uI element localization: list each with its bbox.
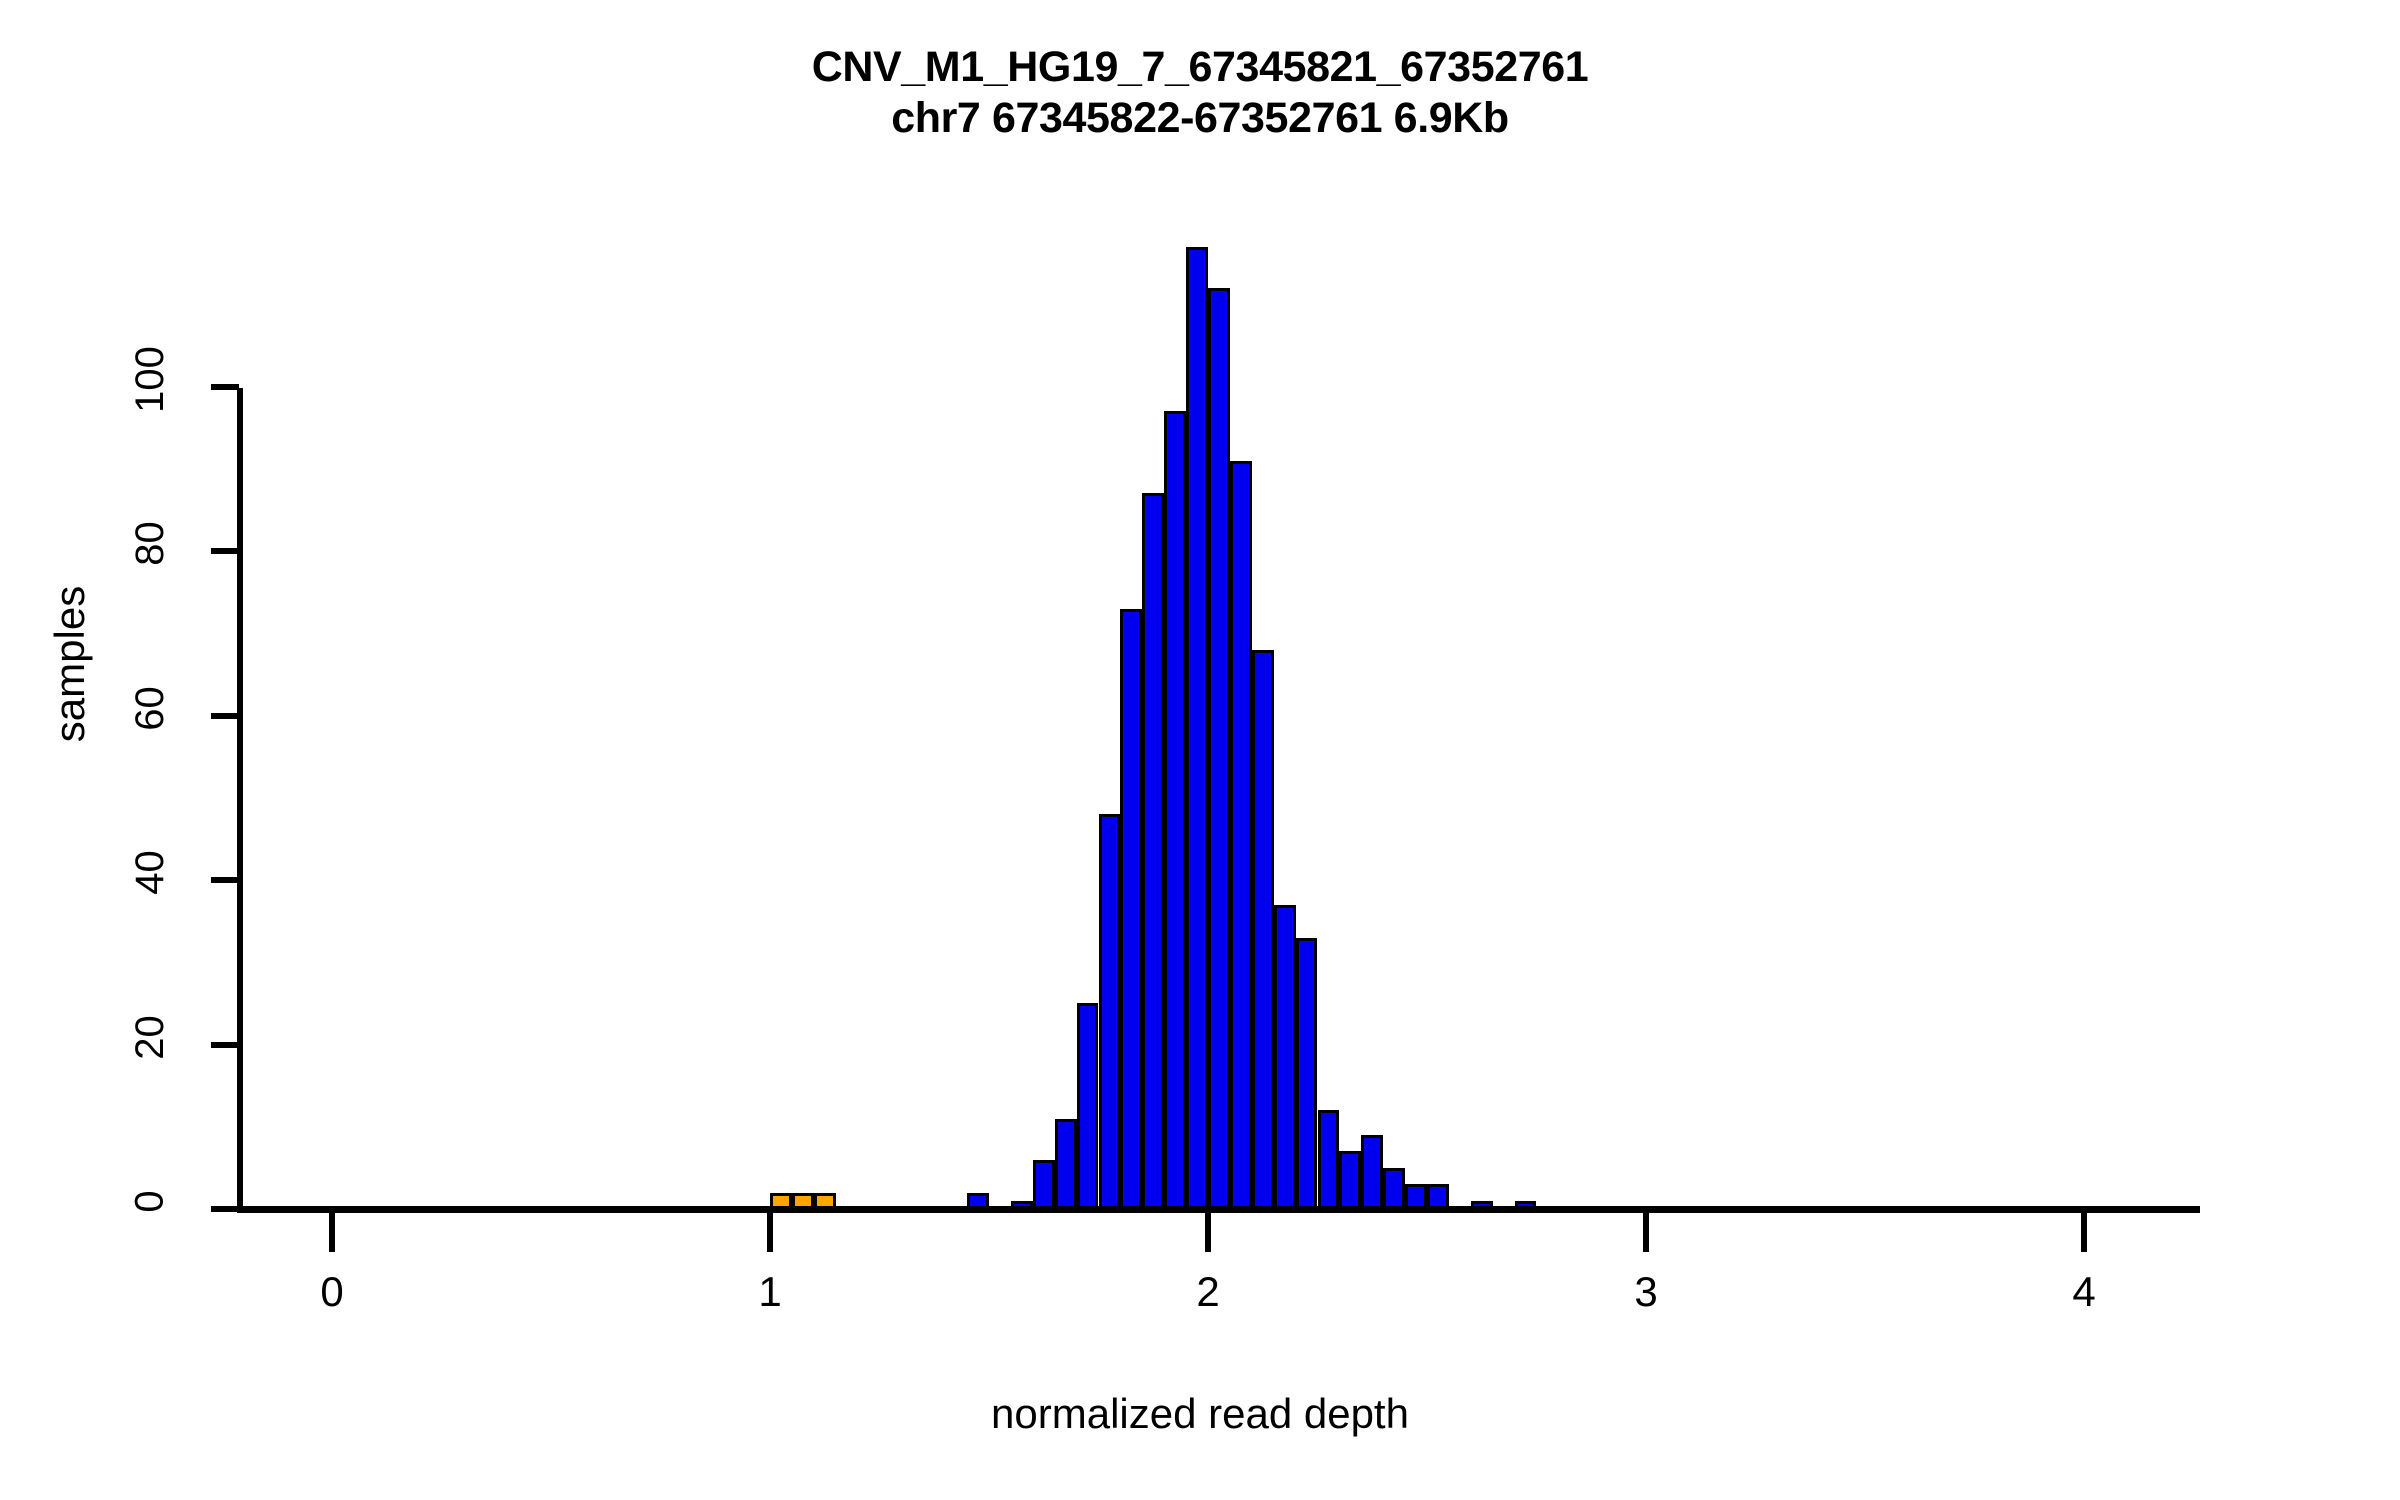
histogram-bar bbox=[1010, 1200, 1033, 1209]
histogram-bar bbox=[1514, 1200, 1537, 1209]
x-tick-1 bbox=[767, 1212, 773, 1252]
y-tick-label-text: 40 bbox=[127, 850, 172, 895]
histogram-bar bbox=[1339, 1151, 1362, 1209]
y-tick-label-text: 100 bbox=[127, 345, 172, 413]
x-tick-4 bbox=[2081, 1212, 2087, 1252]
x-tick-label-0: 0 bbox=[320, 1268, 344, 1315]
y-tick-label-60: 60 bbox=[100, 686, 200, 731]
histogram-bar bbox=[1317, 1110, 1340, 1209]
histogram-bar bbox=[1098, 814, 1121, 1209]
histogram-bar bbox=[967, 1192, 989, 1209]
histogram-bar bbox=[791, 1192, 814, 1209]
y-tick-label-40: 40 bbox=[100, 850, 200, 895]
histogram-bar bbox=[1164, 411, 1187, 1209]
histogram-bar bbox=[1208, 287, 1230, 1209]
y-axis-title-text: samples bbox=[46, 585, 93, 743]
histogram-bar bbox=[1032, 1159, 1055, 1209]
y-tick-label-text: 20 bbox=[127, 1014, 172, 1060]
x-tick-label-4: 4 bbox=[2072, 1268, 2096, 1315]
histogram-bar bbox=[1251, 649, 1274, 1209]
y-tick-0 bbox=[211, 1206, 239, 1212]
chart-title-block: CNV_M1_HG19_7_67345821_67352761 chr7 673… bbox=[0, 42, 2400, 143]
x-axis-line bbox=[237, 1206, 2200, 1213]
x-tick-0 bbox=[329, 1212, 335, 1252]
histogram-bar bbox=[1383, 1167, 1406, 1209]
histogram-bar bbox=[1076, 1003, 1099, 1209]
histogram-bar bbox=[1120, 608, 1143, 1209]
y-axis-line bbox=[237, 388, 243, 1212]
histogram-bar bbox=[1295, 937, 1318, 1209]
histogram-bar bbox=[813, 1192, 836, 1209]
histogram-bar bbox=[1142, 493, 1165, 1209]
histogram-bar bbox=[770, 1192, 792, 1209]
histogram-bar bbox=[1229, 460, 1252, 1209]
histogram-bar bbox=[1054, 1118, 1077, 1209]
histogram-bar bbox=[1427, 1184, 1449, 1209]
x-tick-label-3: 3 bbox=[1634, 1268, 1658, 1315]
x-tick-label-1: 1 bbox=[758, 1268, 782, 1315]
page-title: CNV_M1_HG19_7_67345821_67352761 bbox=[811, 43, 1589, 91]
y-tick-label-0: 0 bbox=[100, 1179, 200, 1224]
y-tick-20 bbox=[211, 1041, 239, 1048]
x-tick-2 bbox=[1205, 1212, 1211, 1252]
y-tick-label-text: 60 bbox=[127, 685, 172, 731]
y-tick-label-100: 100 bbox=[100, 346, 200, 413]
histogram-bar bbox=[1470, 1200, 1493, 1209]
histogram-bar bbox=[1186, 246, 1208, 1209]
x-tick-label-2: 2 bbox=[1196, 1268, 1220, 1315]
y-tick-100 bbox=[211, 383, 239, 390]
histogram-bar bbox=[1361, 1134, 1384, 1209]
y-axis-title: samples bbox=[0, 586, 200, 742]
x-tick-3 bbox=[1643, 1212, 1649, 1252]
y-tick-40 bbox=[211, 877, 239, 883]
y-tick-label-80: 80 bbox=[100, 521, 200, 566]
y-tick-60 bbox=[211, 712, 239, 719]
histogram-bar bbox=[1273, 904, 1296, 1209]
y-tick-label-20: 20 bbox=[100, 1015, 200, 1060]
x-axis-title: normalized read depth bbox=[991, 1390, 1409, 1437]
y-tick-80 bbox=[211, 548, 239, 554]
y-tick-label-text: 0 bbox=[127, 1190, 172, 1213]
histogram-bar bbox=[1405, 1184, 1427, 1209]
y-tick-label-text: 80 bbox=[127, 521, 172, 566]
chart-subtitle: chr7 67345822-67352761 6.9Kb bbox=[891, 93, 1509, 142]
